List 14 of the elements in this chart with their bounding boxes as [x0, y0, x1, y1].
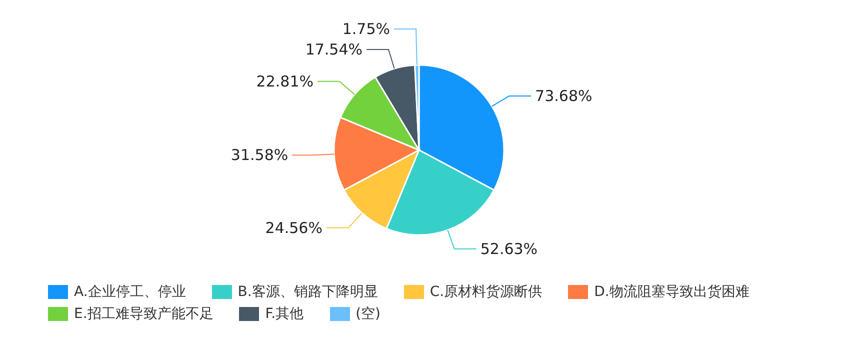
legend-label: C.原材料货源断供 [430, 283, 542, 301]
data-label: 17.54% [305, 40, 363, 59]
data-label: 31.58% [230, 146, 288, 164]
legend-label: A.企业停工、停业 [74, 283, 186, 301]
legend-label: (空) [356, 305, 380, 323]
data-label: 52.63% [480, 240, 538, 258]
data-label: 1.75% [342, 20, 390, 38]
legend-label: F.其他 [265, 305, 304, 323]
data-label: 24.56% [265, 218, 322, 237]
data-label: 73.68% [535, 87, 592, 106]
legend-label: E.招工难导致产能不足 [74, 305, 214, 323]
legend-label: D.物流阻塞导致出货困难 [594, 283, 750, 301]
data-label: 22.81% [256, 72, 314, 90]
legend-label: B.客源、销路下降明显 [238, 283, 378, 301]
